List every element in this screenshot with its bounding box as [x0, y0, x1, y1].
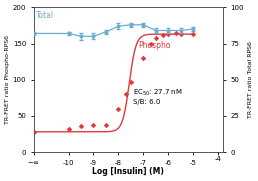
- Text: EC$_{50}$: 27.7 nM
S/B: 6.0: EC$_{50}$: 27.7 nM S/B: 6.0: [133, 88, 183, 105]
- Text: Total: Total: [36, 11, 54, 20]
- X-axis label: Log [Insulin] (M): Log [Insulin] (M): [92, 167, 164, 176]
- Y-axis label: TR-FRET ratio Phospho-RPS6: TR-FRET ratio Phospho-RPS6: [5, 35, 10, 124]
- Text: Phospho: Phospho: [138, 41, 171, 50]
- Y-axis label: TR-FRET ratio Total RPS6: TR-FRET ratio Total RPS6: [248, 41, 253, 118]
